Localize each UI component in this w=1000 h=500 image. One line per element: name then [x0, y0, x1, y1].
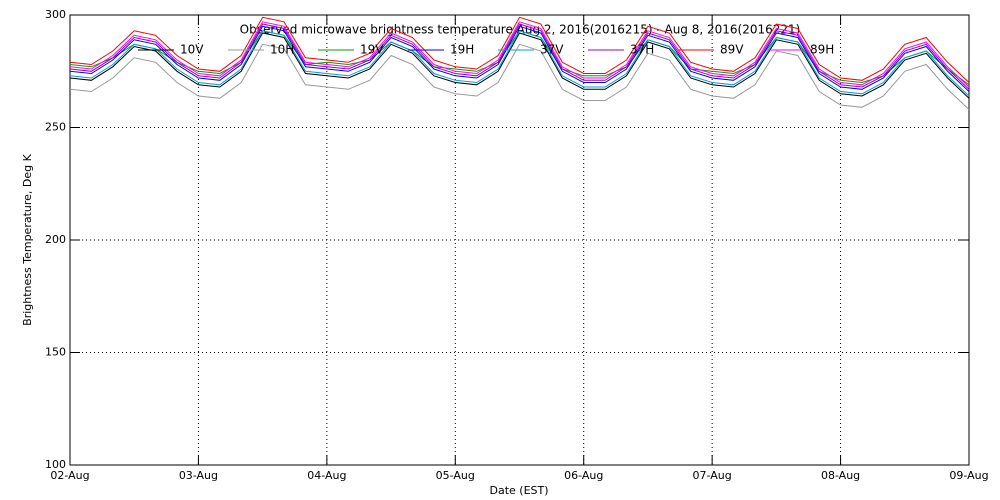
y-tick-label: 250 [45, 121, 66, 134]
x-tick-label: 05-Aug [436, 469, 475, 482]
legend-label: 89V [720, 43, 744, 57]
y-tick-label: 100 [45, 458, 66, 471]
x-tick-label: 03-Aug [179, 469, 218, 482]
y-axis-label: Brightness Temperature, Deg K [21, 153, 34, 325]
x-tick-label: 04-Aug [307, 469, 346, 482]
x-tick-label: 02-Aug [50, 469, 89, 482]
x-tick-label: 06-Aug [564, 469, 603, 482]
legend-label: 89H [810, 43, 834, 57]
legend-label: 19V [360, 43, 384, 57]
legend-label: 19H [450, 43, 474, 57]
series-line [69, 30, 970, 97]
series-line [69, 43, 970, 110]
legend-label: 37V [540, 43, 564, 57]
chart-title: Observed microwave brightness temperatur… [240, 23, 801, 37]
x-tick-label: 08-Aug [821, 469, 860, 482]
x-tick-label: 09-Aug [949, 469, 988, 482]
series-line [69, 23, 970, 90]
legend-label: 37H [630, 43, 654, 57]
y-tick-label: 300 [45, 8, 66, 21]
x-axis-label: Date (EST) [489, 484, 548, 497]
legend-label: 10V [180, 43, 204, 57]
series-line [69, 16, 970, 83]
x-tick-label: 07-Aug [693, 469, 732, 482]
legend-label: 10H [270, 43, 294, 57]
series-line [69, 25, 970, 92]
y-tick-label: 200 [45, 233, 66, 246]
series-line [69, 21, 970, 88]
series-line [69, 32, 970, 99]
y-tick-label: 150 [45, 346, 66, 359]
